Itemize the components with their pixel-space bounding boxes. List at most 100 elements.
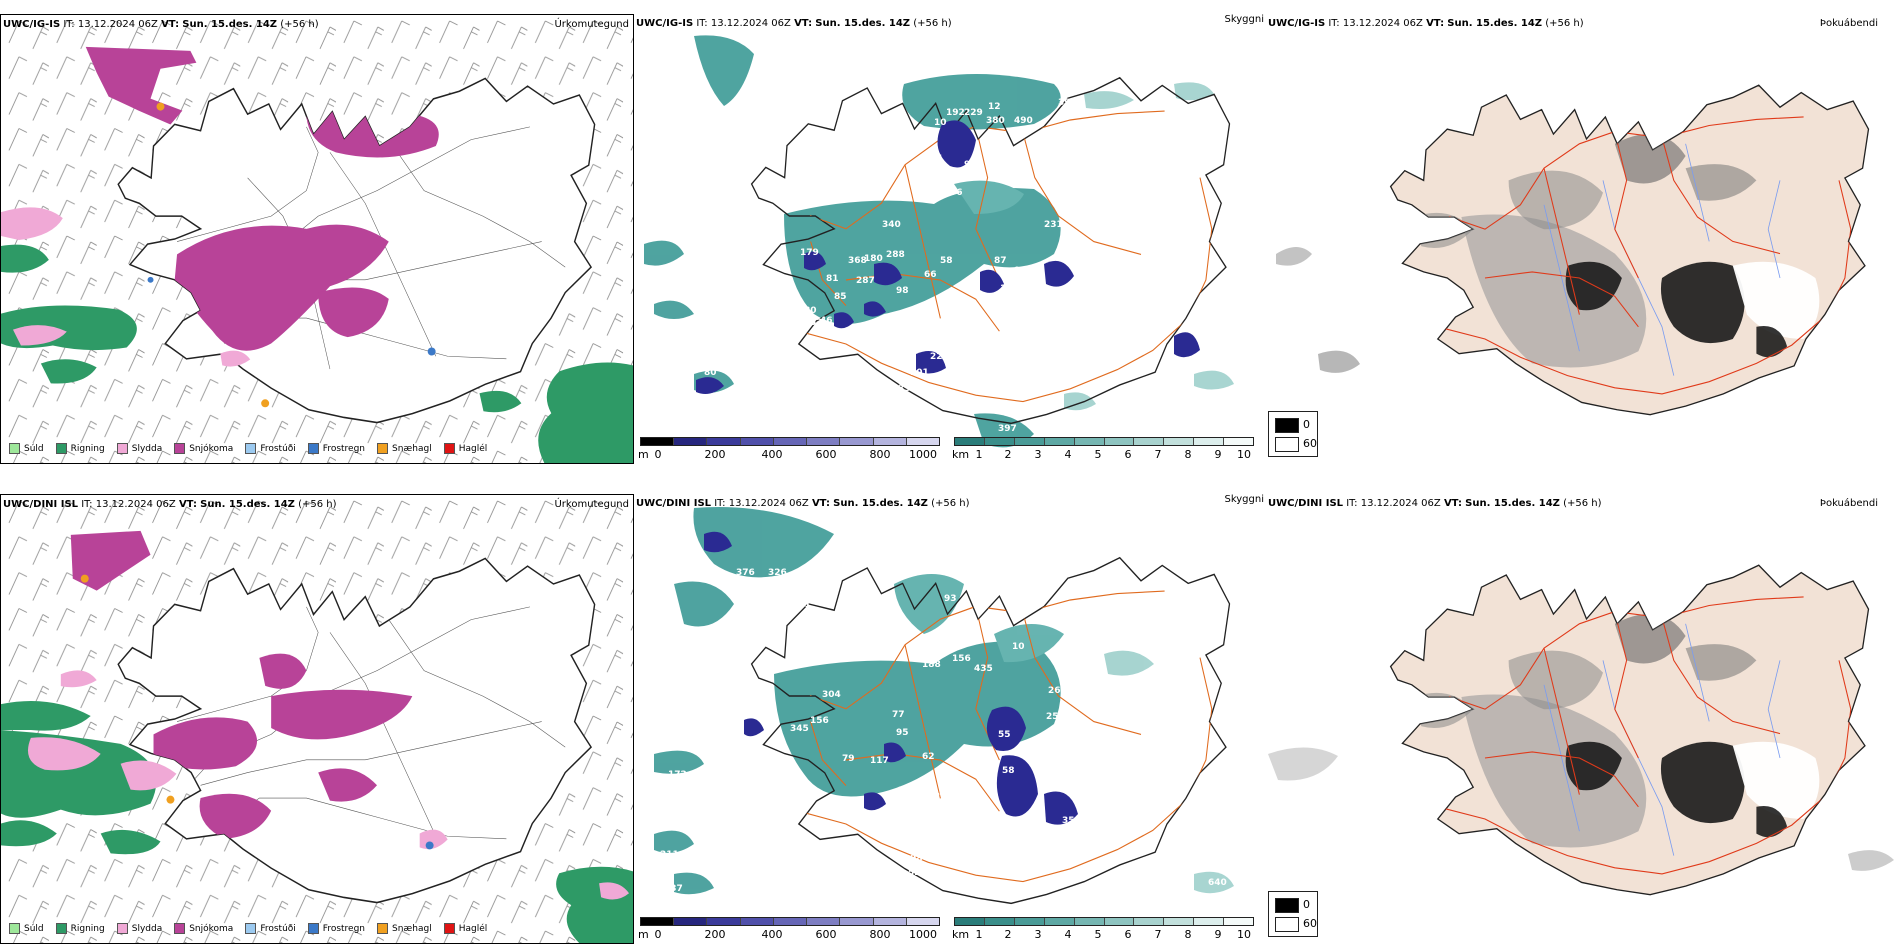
- cloud-value: 93: [944, 594, 957, 604]
- colorbar-tick: 1000: [909, 928, 937, 941]
- cloud-value: 231: [926, 640, 945, 650]
- cloud-value: 77: [892, 710, 905, 720]
- colorbar-tick: 8: [1184, 928, 1192, 941]
- cloud-value: 98: [910, 854, 923, 864]
- legend-drizzle: Súld: [9, 443, 44, 454]
- colorbar-tick: 5: [1094, 448, 1102, 461]
- panel-header: UWC/DINI ISL IT: 13.12.2024 06Z VT: Sun.…: [3, 499, 337, 511]
- colorbar-tick: 4: [1064, 448, 1072, 461]
- init-label: IT:: [714, 498, 726, 509]
- legend-label: Rigning: [70, 923, 105, 934]
- lead-time: (+56 h): [298, 499, 337, 510]
- legend-label: Rigning: [70, 443, 105, 454]
- init-label: IT:: [1328, 18, 1340, 29]
- init-time: 13.12.2024 06Z: [1360, 498, 1441, 509]
- cloud-value: 12: [988, 102, 1001, 112]
- visibility-legend: 0 60: [1268, 411, 1318, 457]
- legend-snow-pellets: Snæhagl: [377, 923, 432, 934]
- cloud-value: 299: [940, 626, 959, 636]
- roads: [774, 590, 1213, 883]
- model-name: UWC/IG-IS: [1268, 18, 1326, 29]
- legend-freezing-drizzle: Frostúði: [245, 923, 296, 934]
- init-label: IT:: [63, 19, 75, 30]
- colorbar-unit: m: [638, 928, 649, 941]
- cloud-value: 62: [934, 388, 947, 398]
- legend-label: Súld: [24, 923, 44, 934]
- cloud-value: 46: [820, 316, 833, 326]
- colorbar-tick: 6: [1124, 928, 1132, 941]
- cloud-value: 10: [1012, 642, 1025, 652]
- cloud-value: 85: [834, 292, 847, 302]
- cloud-base-labels: 192 229 380 490 12 397 340 10 64 96 96 2…: [646, 98, 1077, 434]
- valid-label: VT:: [161, 19, 180, 30]
- cloud-value: 58: [1002, 766, 1015, 776]
- clouds-panel-row2: 376 326 353 241 93 16 299 231 188 156 43…: [634, 494, 1268, 944]
- precip-legend: Súld Rigning Slydda Snjókoma Frostúði Fr…: [9, 443, 487, 454]
- cloud-value: 280: [970, 798, 989, 808]
- cloudcover-colorbar: km 1 2 3 4 5 6 7 8 9 10: [952, 917, 1254, 944]
- colorbar-unit: km: [952, 928, 970, 941]
- cloud-value: 95: [896, 728, 909, 738]
- legend-snow: Snjókoma: [174, 923, 233, 934]
- cloudbase-colorbar: m 0 200 400 600 800 1000: [638, 437, 940, 464]
- init-label: IT:: [696, 18, 708, 29]
- cloud-value: 96: [964, 160, 977, 170]
- cloud-value: 229: [930, 352, 949, 362]
- valid-label: VT:: [811, 498, 830, 509]
- legend-label: Frostregn: [322, 923, 366, 934]
- cloud-value: 229: [964, 108, 983, 118]
- legend-swatch-light: [1275, 917, 1299, 932]
- cloud-value: 414: [664, 234, 683, 244]
- colorbar-tick: 1: [975, 448, 983, 461]
- fog-shading: [1414, 614, 1820, 848]
- panel-title-clouds: Skyggni: [1224, 494, 1264, 505]
- roads: [1413, 116, 1852, 395]
- legend-label: 60: [1303, 917, 1317, 930]
- cloud-value: 237: [898, 786, 917, 796]
- visibility-panel-row1: UWC/IG-IS IT: 13.12.2024 06Z VT: Sun. 15…: [1268, 14, 1900, 464]
- valid-time: Sun. 15.des. 14Z: [182, 19, 278, 30]
- legend-rain: Rigning: [55, 923, 105, 934]
- cloud-value: 98: [896, 286, 909, 296]
- valid-label: VT:: [794, 18, 813, 29]
- colorbar-tick: 600: [815, 928, 837, 941]
- cloud-value: 156: [952, 654, 971, 664]
- legend-label: Snæhagl: [392, 923, 432, 934]
- valid-time: Sun. 15.des. 14Z: [1465, 498, 1560, 509]
- legend-freezing-rain: Frostregn: [307, 923, 366, 934]
- legend-label: Snæhagl: [392, 443, 432, 454]
- cloud-value: 179: [800, 248, 819, 258]
- clouds-map: 192 229 380 490 12 397 340 10 64 96 96 2…: [634, 14, 1268, 464]
- visibility-map: [1268, 14, 1900, 464]
- init-time: 13.12.2024 06Z: [1342, 18, 1423, 29]
- cloud-value: 62: [922, 752, 935, 762]
- colorbar-tick: 10: [1237, 928, 1251, 941]
- panel-title-precip: Úrkomutegund: [554, 499, 629, 510]
- precip-map: [1, 15, 633, 463]
- snow-areas: [153, 653, 413, 839]
- cloud-value: 269: [934, 792, 953, 802]
- cloud-value: 36: [1062, 336, 1075, 346]
- cloud-value: 130: [782, 826, 801, 836]
- cloud-value: 79: [842, 754, 855, 764]
- panel-header: UWC/IG-IS IT: 13.12.2024 06Z VT: Sun. 15…: [3, 19, 319, 31]
- colorbar-tick: 7: [1154, 928, 1162, 941]
- cloud-value: 26: [1048, 686, 1061, 696]
- colorbar-tick: 6: [1124, 448, 1132, 461]
- model-name: UWC/IG-IS: [3, 19, 61, 30]
- panel-title-visibility: Þokuábendi: [1819, 498, 1878, 509]
- cloud-value: 397: [1058, 98, 1077, 108]
- init-label: IT:: [1346, 498, 1358, 509]
- colorbar-tick: 5: [1094, 928, 1102, 941]
- roads: [1413, 596, 1852, 875]
- colorbar-tick: 3: [1034, 448, 1042, 461]
- precip-map: [1, 495, 633, 943]
- cloud-value: 188: [922, 660, 941, 670]
- legend-label: 60: [1303, 437, 1317, 450]
- panel-header: UWC/DINI ISL IT: 13.12.2024 06Z VT: Sun.…: [1268, 498, 1602, 510]
- init-time: 13.12.2024 06Z: [77, 19, 158, 30]
- valid-time: Sun. 15.des. 14Z: [200, 499, 295, 510]
- cloud-value: 180: [864, 254, 883, 264]
- legend-freezing-rain: Frostregn: [307, 443, 365, 454]
- valid-time: Sun. 15.des. 14Z: [1447, 18, 1543, 29]
